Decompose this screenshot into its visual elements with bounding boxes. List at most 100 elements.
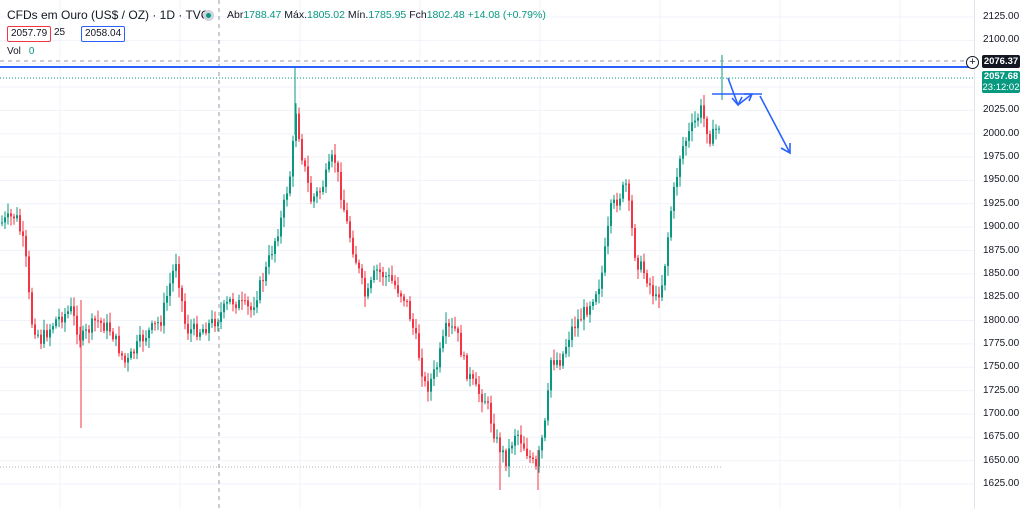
candle-body <box>712 128 714 144</box>
candle-body <box>391 275 393 281</box>
candle-body <box>637 257 639 270</box>
candle-body <box>259 280 261 301</box>
candle-body <box>10 213 12 217</box>
close-value: 1802.48 <box>426 9 465 21</box>
last-price-label: 2057.68 23:12:02 <box>982 71 1020 93</box>
candle-body <box>457 328 459 333</box>
candle-body <box>34 324 36 335</box>
candle-body <box>76 315 78 335</box>
candle-body <box>658 294 660 298</box>
candle-body <box>334 154 336 163</box>
candle-body <box>649 283 651 286</box>
candle-body <box>319 191 321 193</box>
candle-body <box>235 304 237 309</box>
ohlc-legend: Abr1788.47 Máx.1805.02 Mín.1785.95 Fch18… <box>227 9 546 21</box>
candle-body <box>178 264 180 288</box>
candle-body <box>247 300 249 307</box>
candle-body <box>523 443 525 449</box>
candle-body <box>547 390 549 421</box>
candle-body <box>667 237 669 267</box>
candle-body <box>643 261 645 274</box>
market-status-icon[interactable] <box>203 10 214 21</box>
candle-body <box>421 357 423 377</box>
candle-body <box>691 122 693 132</box>
arrow-drawing[interactable] <box>712 77 791 155</box>
candle-body <box>73 306 75 316</box>
price-tick-label: 1750.00 <box>983 361 1020 373</box>
candle-body <box>85 329 87 331</box>
price-chart[interactable] <box>0 0 974 509</box>
candle-body <box>595 294 597 302</box>
price-tick-label: 1900.00 <box>983 221 1020 233</box>
candle-body <box>367 288 369 297</box>
candle-body <box>208 323 210 334</box>
buy-button[interactable]: 2058.04 <box>81 26 126 42</box>
candle-body <box>640 261 642 270</box>
candle-body <box>580 319 582 321</box>
candle-body <box>676 176 678 187</box>
candle-body <box>706 118 708 135</box>
candle-body <box>325 169 327 187</box>
candle-body <box>190 329 192 334</box>
candle-body <box>232 298 234 305</box>
candle-body <box>355 254 357 263</box>
low-label: Mín. <box>347 9 369 21</box>
candle-body <box>379 269 381 273</box>
price-tick-label: 2100.00 <box>983 34 1020 46</box>
candle-body <box>103 322 105 331</box>
candle-body <box>586 307 588 315</box>
candle-body <box>307 166 309 183</box>
candle-body <box>301 139 303 161</box>
candle-body <box>607 225 609 247</box>
candle-body <box>94 318 96 321</box>
candle-body <box>277 236 279 242</box>
candle-body <box>625 183 627 185</box>
candle-body <box>61 316 63 323</box>
candle-body <box>652 285 654 297</box>
candle-body <box>508 448 510 467</box>
candle-body <box>409 300 411 320</box>
candle-body <box>160 322 162 326</box>
candle-body <box>91 318 93 333</box>
candle-body <box>439 348 441 368</box>
candle-body <box>181 287 183 302</box>
price-tick-label: 1650.00 <box>983 454 1020 466</box>
symbol-title[interactable]: CFDs em Ouro (US$ / OZ) · 1D · TVC <box>7 8 210 22</box>
candle-body <box>451 326 453 328</box>
candle-body <box>496 437 498 439</box>
candle-body <box>448 323 450 327</box>
price-tick-label: 1950.00 <box>983 174 1020 186</box>
candle-body <box>166 295 168 303</box>
candle-body <box>58 316 60 320</box>
candle-body <box>709 134 711 144</box>
candle-body <box>418 333 420 358</box>
candle-body <box>556 360 558 365</box>
plus-circle-icon[interactable]: + <box>966 56 979 69</box>
candle-body <box>28 256 30 293</box>
crosshair-price-label: 2076.37 <box>982 55 1020 68</box>
candle-body <box>619 198 621 206</box>
candle-body <box>175 264 177 271</box>
price-tick-label: 2000.00 <box>983 127 1020 139</box>
candle-body <box>193 323 195 330</box>
candle-body <box>328 161 330 170</box>
candle-body <box>55 319 57 327</box>
candle-body <box>151 323 153 331</box>
candle-body <box>31 292 33 325</box>
price-tick-label: 2025.00 <box>983 104 1020 116</box>
sell-button[interactable]: 2057.79 <box>7 26 52 42</box>
candle-body <box>622 184 624 199</box>
candle-body <box>679 158 681 177</box>
candle-body <box>223 303 225 313</box>
candle-body <box>262 280 264 282</box>
candle-body <box>646 273 648 284</box>
candle-body <box>97 320 99 322</box>
candle-body <box>205 329 207 334</box>
candle-body <box>442 336 444 349</box>
price-tick-label: 1875.00 <box>983 244 1020 256</box>
candle-body <box>631 200 633 228</box>
candle-body <box>634 227 636 258</box>
candle-body <box>187 323 189 334</box>
candle-body <box>40 334 42 344</box>
candle-body <box>388 275 390 277</box>
